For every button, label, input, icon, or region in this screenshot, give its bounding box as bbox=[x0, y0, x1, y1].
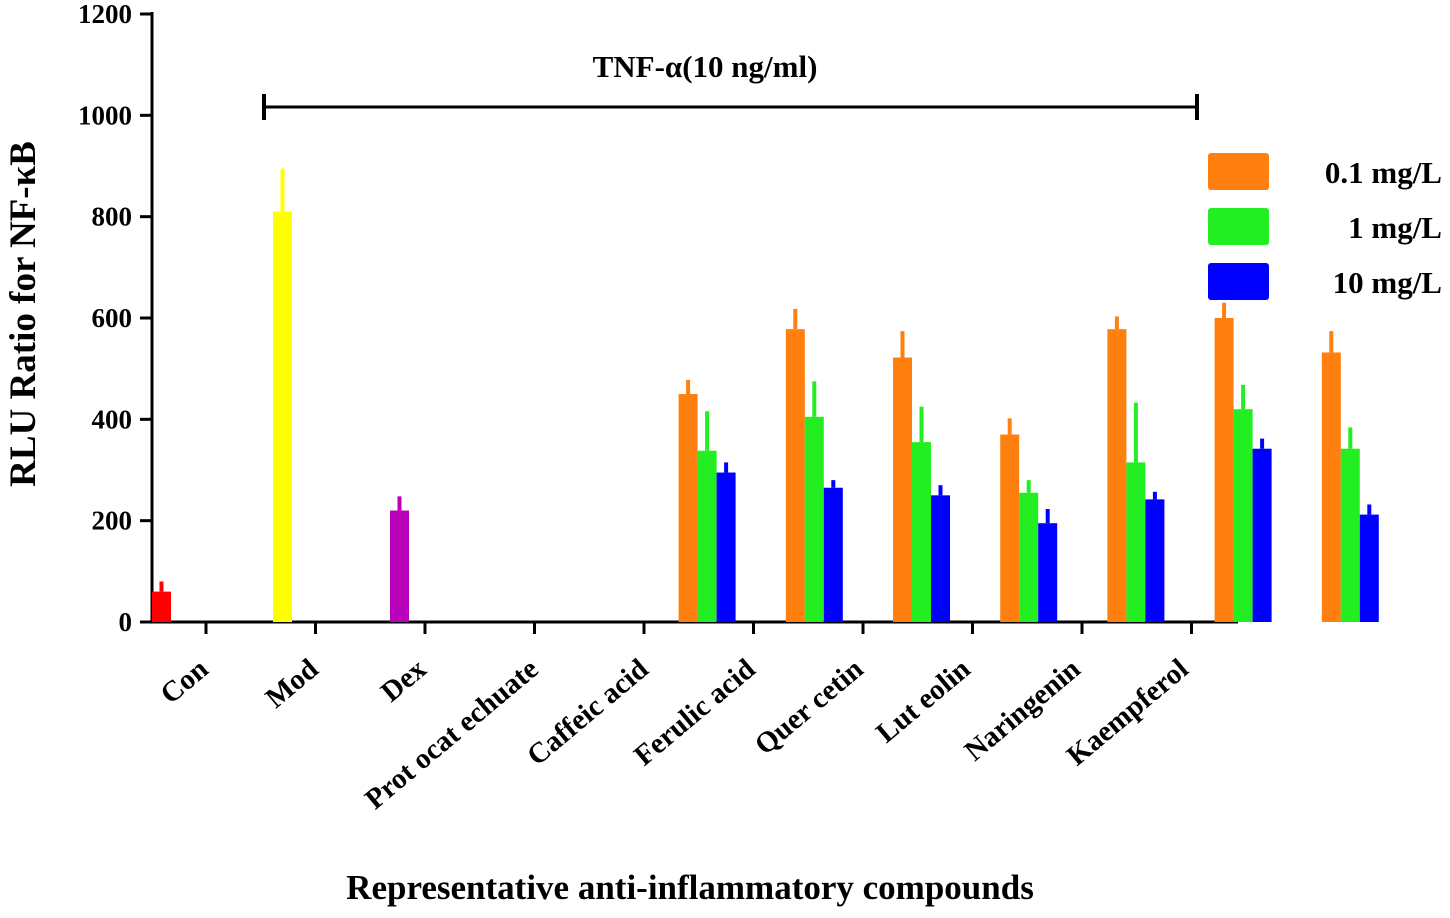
y-tick-label: 400 bbox=[92, 404, 133, 434]
legend-swatch bbox=[1208, 208, 1269, 245]
bar-10-mg-l bbox=[1145, 499, 1165, 622]
annotation-label: TNF-α(10 ng/ml) bbox=[593, 49, 818, 84]
bar-1-mg-l bbox=[697, 450, 717, 622]
bar-10-mg-l bbox=[1359, 514, 1379, 622]
x-tick-label: Lut eolin bbox=[870, 653, 976, 750]
bar-1-mg-l bbox=[912, 442, 931, 622]
bar-1-mg-l bbox=[1019, 492, 1039, 622]
legend-swatch bbox=[1208, 153, 1269, 190]
bar-dex bbox=[390, 510, 409, 622]
y-tick-label: 600 bbox=[92, 303, 133, 333]
bar-0-1-mg-l bbox=[1214, 318, 1234, 622]
x-tick-label: Quer cetin bbox=[749, 653, 870, 762]
legend-swatch bbox=[1208, 263, 1269, 300]
bar-mod bbox=[273, 211, 292, 622]
y-tick-label: 1000 bbox=[78, 100, 132, 130]
x-tick-label: Mod bbox=[259, 653, 324, 715]
bar-10-mg-l bbox=[931, 495, 950, 622]
bar-10-mg-l bbox=[1038, 523, 1058, 622]
bar-10-mg-l bbox=[716, 472, 736, 622]
bar-0-1-mg-l bbox=[1000, 434, 1020, 622]
bar-10-mg-l bbox=[823, 487, 843, 622]
y-tick-label: 200 bbox=[92, 506, 133, 536]
legend-label: 0.1 mg/L bbox=[1325, 155, 1442, 190]
bar-10-mg-l bbox=[1252, 448, 1272, 622]
x-tick-label: Dex bbox=[375, 653, 433, 709]
legend: 0.1 mg/L 1 mg/L 10 mg/L bbox=[1208, 153, 1442, 300]
y-tick-label: 1200 bbox=[78, 0, 132, 29]
bar-1-mg-l bbox=[804, 416, 824, 622]
bar-0-1-mg-l bbox=[893, 357, 912, 622]
bar-1-mg-l bbox=[1340, 448, 1360, 622]
bar-0-1-mg-l bbox=[1107, 329, 1127, 622]
x-axis-label: Representative anti-inflammatory compoun… bbox=[346, 868, 1034, 907]
treatment-bracket: TNF-α(10 ng/ml) bbox=[262, 49, 1199, 120]
bar-0-1-mg-l bbox=[1321, 352, 1341, 622]
chart-bars bbox=[152, 168, 1379, 622]
bar-con bbox=[152, 591, 171, 622]
y-tick-label: 800 bbox=[92, 202, 133, 232]
chart-axes: 0 200 400 600 800 1000 1200 bbox=[78, 0, 1238, 637]
bar-1-mg-l bbox=[1126, 462, 1146, 622]
bar-1-mg-l bbox=[1233, 409, 1253, 622]
y-tick-label: 0 bbox=[119, 607, 133, 637]
bar-0-1-mg-l bbox=[785, 329, 805, 622]
legend-label: 1 mg/L bbox=[1348, 210, 1442, 245]
y-axis-label: RLU Ratio for NF-κB bbox=[3, 141, 44, 487]
legend-label: 10 mg/L bbox=[1333, 265, 1442, 300]
x-tick-label: Con bbox=[154, 653, 214, 711]
bar-0-1-mg-l bbox=[678, 394, 698, 622]
